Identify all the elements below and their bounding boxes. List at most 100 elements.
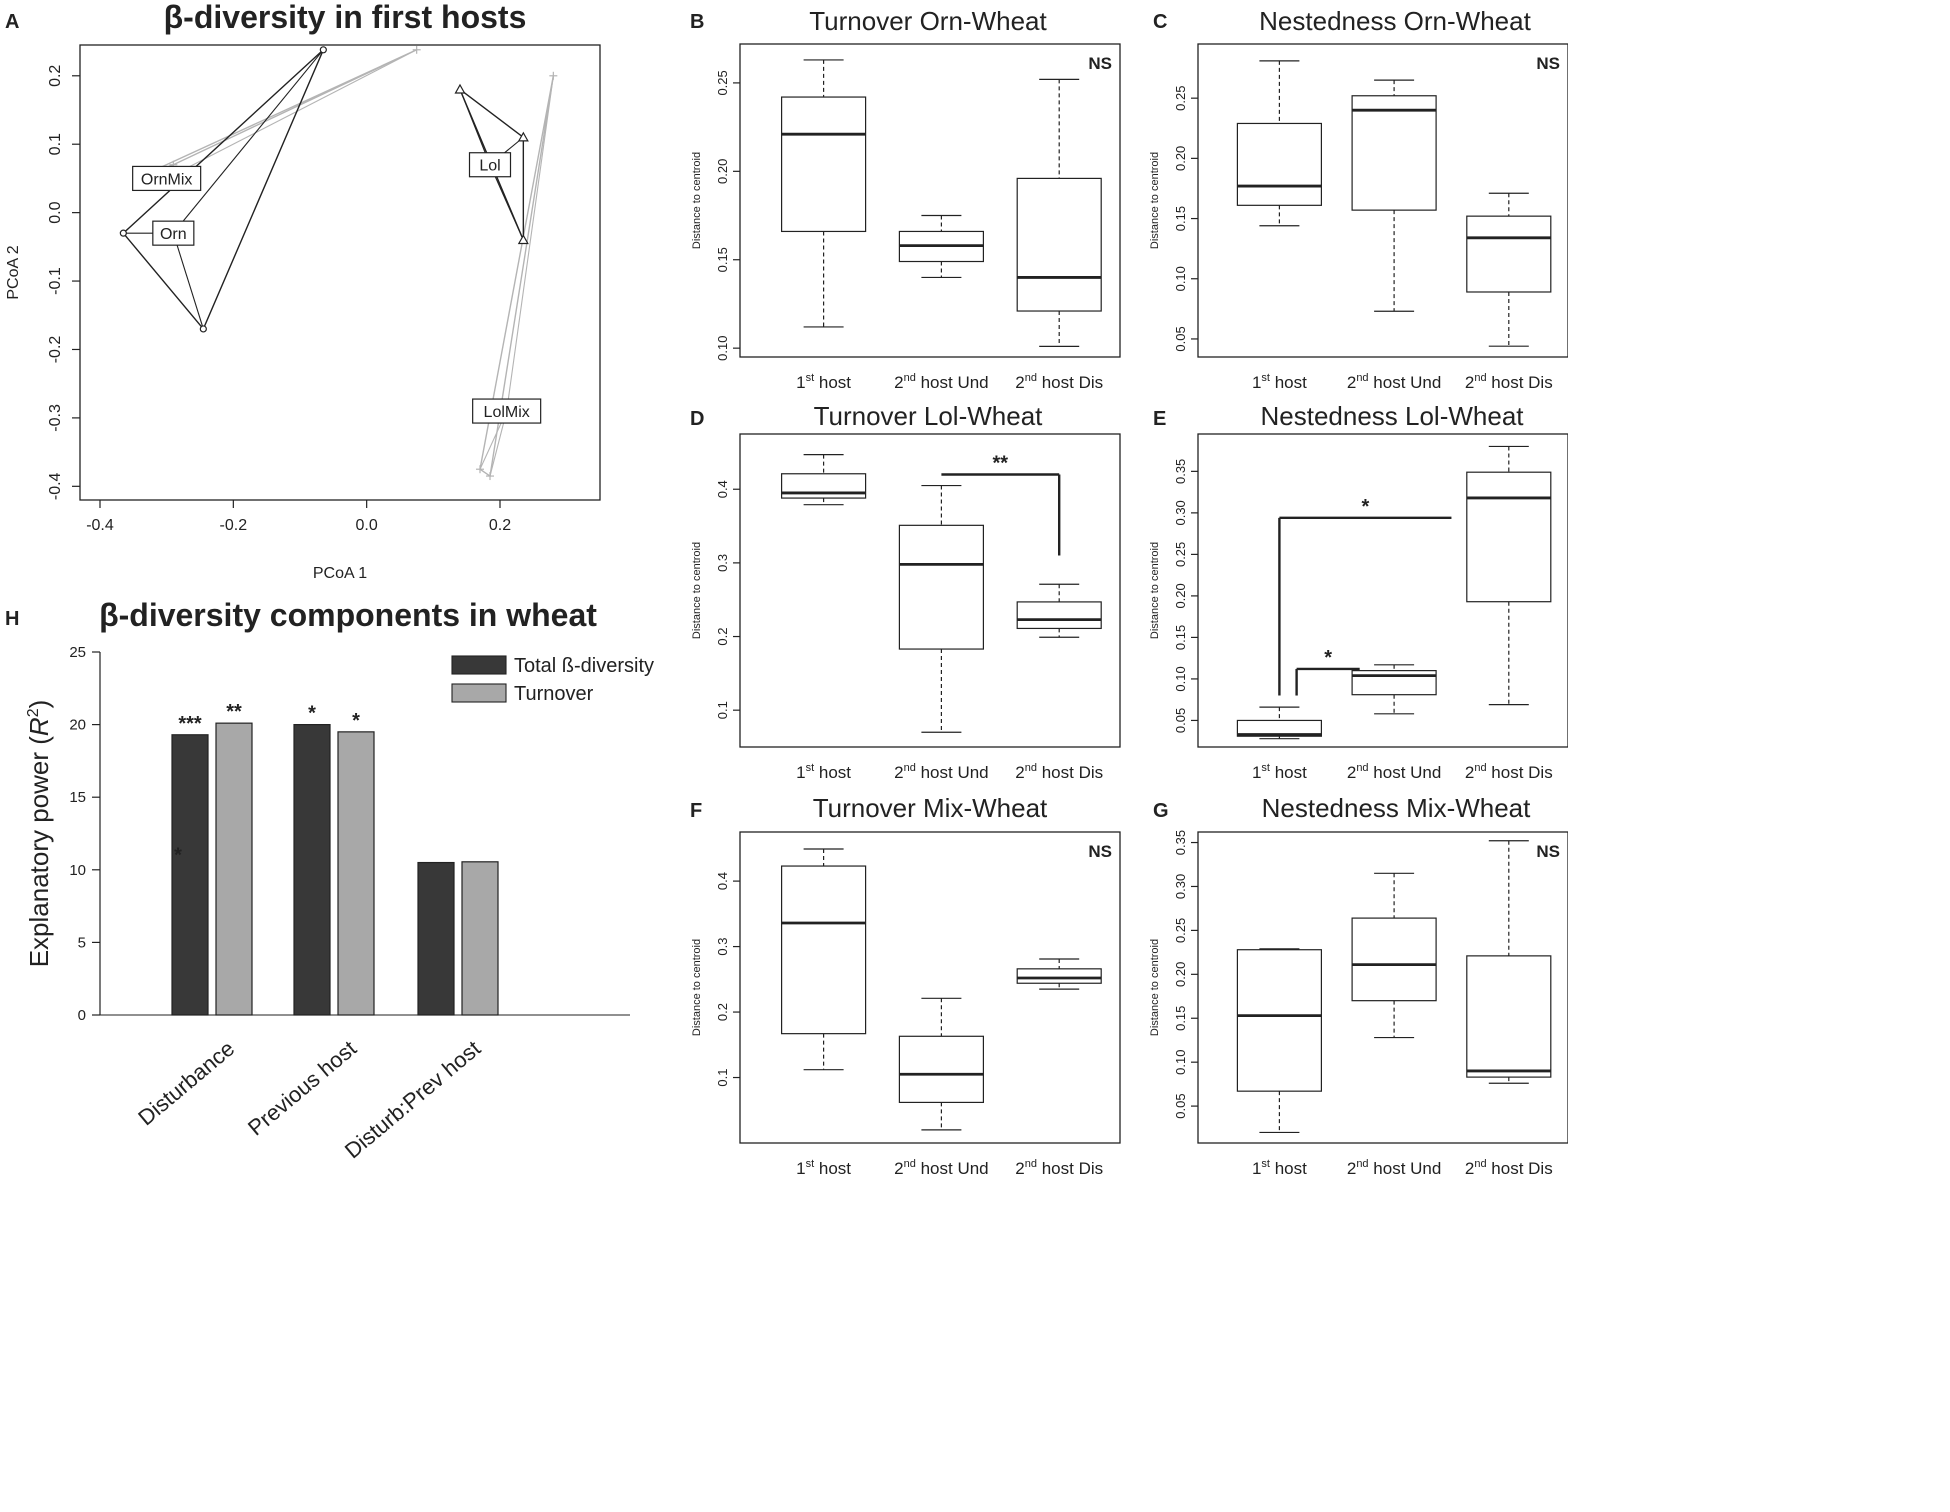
y-tick-label: 15 bbox=[69, 789, 86, 806]
box-3 bbox=[1466, 840, 1552, 1084]
box-3 bbox=[1466, 192, 1552, 347]
panel-f: F Turnover Mix-Wheat 0.1 0.2 0.3 0.4 Distance … bbox=[690, 793, 1121, 1178]
plot-frame bbox=[1197, 43, 1568, 358]
box-3 bbox=[1016, 78, 1102, 347]
box-2 bbox=[1351, 664, 1437, 715]
category-label: 2nd host Und bbox=[1347, 762, 1441, 782]
category-label: 2nd host Und bbox=[1347, 372, 1441, 392]
centroid-spoke bbox=[172, 232, 204, 330]
y-tick-label: 0.35 bbox=[1173, 830, 1188, 855]
hull-orn bbox=[122, 49, 324, 331]
cloud-label-ornmix: OrnMix bbox=[132, 165, 202, 192]
y-axis-label: Distance to centroid bbox=[691, 542, 703, 639]
y-tick-label: 0.20 bbox=[1173, 583, 1188, 608]
category-label: 2nd host Und bbox=[894, 372, 988, 392]
x-tick-label: 0.2 bbox=[489, 517, 511, 534]
panel-letter-c: C bbox=[1153, 11, 1167, 33]
ns-label: NS bbox=[1536, 842, 1560, 861]
box-iqr bbox=[780, 96, 867, 233]
y-axis-label: Distance to centroid bbox=[1149, 152, 1161, 249]
bar-total bbox=[171, 734, 209, 1016]
y-axis-label: PCoA 2 bbox=[5, 245, 22, 299]
panel-d-title: Turnover Lol-Wheat bbox=[814, 401, 1044, 431]
box-iqr bbox=[1466, 955, 1552, 1078]
panel-a-title: β-diversity in first hosts bbox=[164, 0, 527, 35]
cloud-label-lolmix: LolMix bbox=[472, 398, 542, 424]
point-lol bbox=[517, 131, 529, 142]
box-iqr bbox=[1016, 177, 1102, 312]
y-tick-label: -0.3 bbox=[47, 404, 64, 432]
label-box bbox=[468, 152, 512, 178]
cloud-label-orn: Orn bbox=[152, 220, 195, 246]
panel-f-title: Turnover Mix-Wheat bbox=[813, 793, 1048, 823]
y-tick-label: 0.10 bbox=[1173, 1050, 1188, 1075]
significance-stars: * bbox=[1362, 496, 1370, 518]
y-tick-label: 0.10 bbox=[1173, 266, 1188, 291]
plot-frame bbox=[79, 44, 601, 501]
y-tick-label: 0.20 bbox=[715, 159, 730, 184]
x-tick-label: -0.4 bbox=[86, 517, 114, 534]
y-tick-label: 0.0 bbox=[47, 201, 64, 223]
y-tick-label: 0.25 bbox=[1173, 86, 1188, 111]
category-label: 2nd host Und bbox=[894, 762, 988, 782]
centroid-spoke bbox=[172, 49, 324, 234]
y-tick-label: 0.10 bbox=[715, 336, 730, 361]
y-tick-label: 0.30 bbox=[1173, 500, 1188, 525]
box-iqr bbox=[1236, 122, 1323, 206]
category-label: 1st host bbox=[796, 762, 851, 782]
category-label: 1st host bbox=[1252, 372, 1307, 392]
y-tick-label: 0.2 bbox=[47, 65, 64, 87]
label-box bbox=[152, 220, 195, 246]
y-tick-label: 0.25 bbox=[1173, 542, 1188, 567]
y-tick-label: 0.30 bbox=[1173, 874, 1188, 899]
y-tick-label: 0.1 bbox=[715, 1068, 730, 1086]
bar-turnover bbox=[337, 731, 375, 1016]
y-tick-label: 0.15 bbox=[1173, 206, 1188, 231]
y-tick-label: 0.4 bbox=[715, 872, 730, 890]
y-tick-label: 0.15 bbox=[1173, 625, 1188, 650]
y-tick-label: 0.25 bbox=[715, 70, 730, 95]
panel-e-title: Nestedness Lol-Wheat bbox=[1260, 401, 1524, 431]
point-lol bbox=[454, 83, 466, 94]
box-2 bbox=[898, 997, 985, 1131]
bar-category-label: Disturbance bbox=[133, 1036, 239, 1131]
y-axis-label: Distance to centroid bbox=[1149, 542, 1161, 639]
legend-label: Total ß-diversity bbox=[514, 655, 654, 677]
panel-e: E Nestedness Lol-Wheat 0.05 0.10 0.15 0.20 0.2… bbox=[1149, 401, 1568, 782]
panel-c: C Nestedness Orn-Wheat 0.05 0.10 0.15 0.20 0.2… bbox=[1149, 6, 1568, 392]
category-label: 2nd host Und bbox=[1347, 1158, 1441, 1178]
category-label: 1st host bbox=[1252, 762, 1307, 782]
ns-label: NS bbox=[1536, 54, 1560, 73]
point-ornmix bbox=[412, 45, 421, 54]
x-axis-label: PCoA 1 bbox=[313, 565, 367, 582]
panel-b: B Turnover Orn-Wheat 0.10 0.15 0.20 0.25 Dista… bbox=[690, 6, 1121, 392]
point-orn bbox=[119, 229, 127, 237]
y-tick-label: 0.3 bbox=[715, 554, 730, 572]
panel-h-title: β-diversity components in wheat bbox=[99, 597, 597, 633]
box-1 bbox=[780, 848, 867, 1071]
point-orn bbox=[199, 325, 207, 333]
y-tick-label: 0.15 bbox=[715, 247, 730, 272]
bar-significance: *** bbox=[178, 713, 202, 735]
box-iqr bbox=[1236, 719, 1323, 737]
point-lol bbox=[517, 234, 529, 245]
point-lolmix bbox=[549, 71, 558, 80]
significance-bracket: * bbox=[1295, 647, 1360, 696]
y-tick-label: 10 bbox=[69, 862, 86, 879]
y-axis-label: Distance to centroid bbox=[691, 152, 703, 249]
box-2 bbox=[898, 484, 985, 733]
label-box bbox=[132, 165, 202, 192]
bar-significance: * bbox=[352, 710, 360, 732]
category-label: 2nd host Und bbox=[894, 1158, 988, 1178]
y-tick-label: 0.2 bbox=[715, 1003, 730, 1021]
box-1 bbox=[1236, 948, 1323, 1134]
bar-category-label: Previous host bbox=[243, 1036, 361, 1141]
bar-turnover bbox=[215, 722, 253, 1016]
box-iqr bbox=[1236, 949, 1323, 1092]
box-2 bbox=[1351, 872, 1437, 1039]
box-iqr bbox=[1351, 917, 1437, 1002]
category-label: 2nd host Dis bbox=[1015, 372, 1103, 392]
y-tick-label: 0.35 bbox=[1173, 459, 1188, 484]
